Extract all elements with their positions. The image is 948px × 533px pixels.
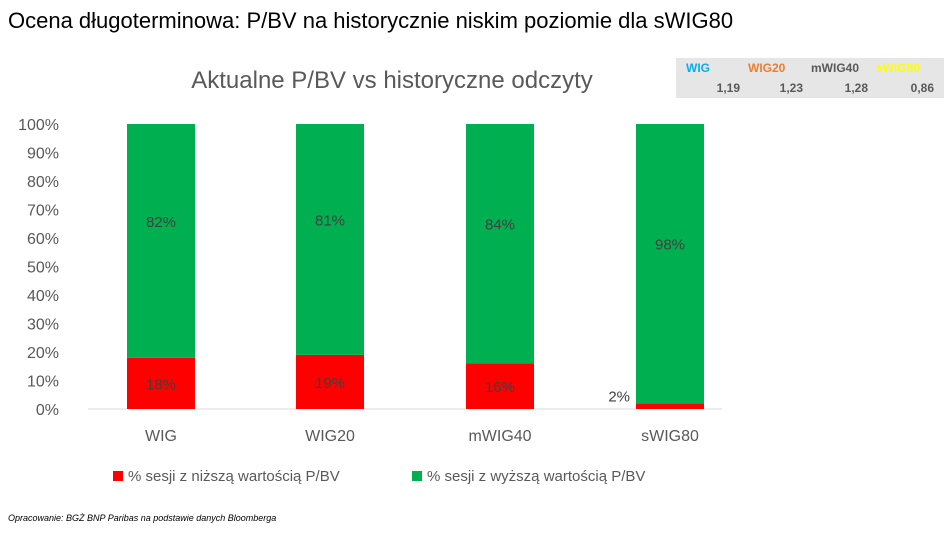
bar-segment-lower <box>296 354 364 409</box>
pbv-value-wig20: 1,23 <box>779 81 803 95</box>
legend-label: % sesji z wyższą wartością P/BV <box>427 468 645 485</box>
x-tick-label: WIG <box>145 428 177 445</box>
pbv-index-wig: WIG <box>686 61 710 75</box>
data-label-lower: 16% <box>485 379 515 396</box>
pbv-table-header-row: WIG WIG20 mWIG40 sWIG80 <box>676 58 944 78</box>
y-tick-label: 70% <box>27 203 59 220</box>
x-tick-label: mWIG40 <box>468 428 531 445</box>
pbv-value-swig80: 0,86 <box>910 81 934 95</box>
data-label-higher: 82% <box>146 214 176 231</box>
pbv-table-values-row: 1,19 1,23 1,28 0,86 <box>676 78 944 98</box>
bar-segment-higher <box>466 124 534 364</box>
bar-segment-lower <box>466 363 534 409</box>
legend-label: % sesji z niższą wartością P/BV <box>128 468 340 485</box>
bar-segment-lower <box>127 357 195 409</box>
x-tick-label: sWIG80 <box>641 428 699 445</box>
x-tick-label: WIG20 <box>305 428 355 445</box>
data-label-lower: 19% <box>315 375 345 392</box>
y-tick-label: 100% <box>18 117 59 134</box>
data-label-higher: 84% <box>485 217 515 234</box>
y-axis: 0% 10% 20% 30% 40% 50% 60% 70% 80% 90% 100% <box>18 117 59 419</box>
y-tick-label: 20% <box>27 345 59 362</box>
data-label-higher: 98% <box>655 237 685 254</box>
y-tick-label: 10% <box>27 374 59 391</box>
pbv-index-swig80: sWIG80 <box>876 61 921 75</box>
legend-swatch <box>412 471 422 481</box>
y-tick-label: 90% <box>27 146 59 163</box>
y-tick-label: 0% <box>36 402 59 419</box>
y-tick-label: 30% <box>27 317 59 334</box>
bar-segment-higher <box>296 124 364 355</box>
y-tick-label: 40% <box>27 288 59 305</box>
data-label-higher: 81% <box>315 212 345 229</box>
legend: % sesji z niższą wartością P/BV % sesji z… <box>113 468 645 485</box>
y-tick-label: 80% <box>27 174 59 191</box>
bar-segment-lower <box>636 403 704 409</box>
source-footnote: Opracowanie: BGŻ BNP Paribas na podstawi… <box>8 513 277 523</box>
pbv-index-mwig40: mWIG40 <box>811 61 860 75</box>
page-heading: Ocena długoterminowa: P/BV na historyczn… <box>8 8 734 33</box>
bars: 82% 18% 81% 19% 84% 16% 98% 2% <box>127 124 704 409</box>
pbv-value-mwig40: 1,28 <box>844 81 868 95</box>
x-axis: WIG WIG20 mWIG40 sWIG80 <box>145 428 699 445</box>
bar-segment-higher <box>636 124 704 404</box>
chart-title: Aktualne P/BV vs historyczne odczyty <box>191 67 593 94</box>
pbv-value-wig: 1,19 <box>716 81 740 95</box>
pbv-table: WIG WIG20 mWIG40 sWIG80 1,19 1,23 1,28 0… <box>676 58 944 98</box>
legend-swatch <box>113 471 123 481</box>
bar-segment-higher <box>127 124 195 358</box>
data-label-lower: 18% <box>146 376 176 393</box>
data-label-lower: 2% <box>608 388 630 405</box>
pbv-index-wig20: WIG20 <box>748 61 786 75</box>
y-tick-label: 60% <box>27 231 59 248</box>
y-tick-label: 50% <box>27 260 59 277</box>
